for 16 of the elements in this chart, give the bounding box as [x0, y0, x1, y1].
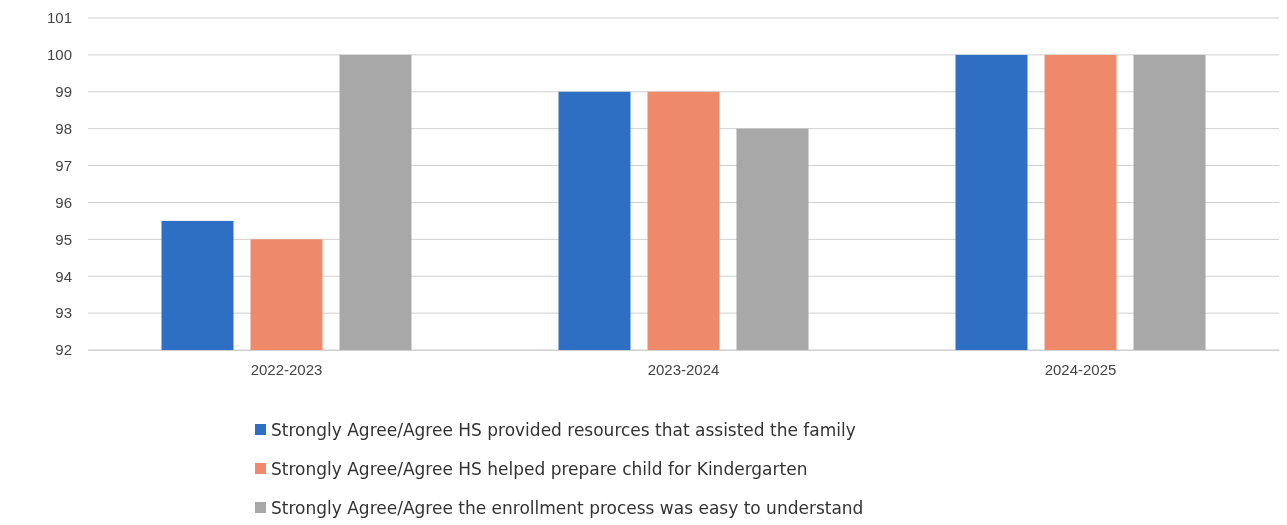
- y-tick-label: 101: [46, 9, 72, 27]
- y-tick-label: 95: [55, 230, 72, 248]
- y-tick-label: 99: [55, 83, 72, 101]
- y-tick-label: 96: [55, 193, 72, 211]
- legend-label: Strongly Agree/Agree HS helped prepare child for Kindergarten: [271, 458, 808, 479]
- y-tick-label: 93: [55, 304, 72, 322]
- y-tick-label: 98: [55, 119, 72, 137]
- x-tick-label: 2022-2023: [250, 360, 323, 378]
- y-tick-label: 92: [55, 341, 72, 359]
- x-tick-label: 2023-2024: [647, 360, 720, 378]
- y-tick-label: 97: [55, 156, 72, 174]
- legend-label: Strongly Agree/Agree HS provided resources that assisted the family: [271, 419, 856, 440]
- x-tick-label: 2024-2025: [1044, 360, 1117, 378]
- legend-label: Strongly Agree/Agree the enrollment process was easy to understand: [271, 497, 864, 518]
- y-tick-label: 100: [46, 46, 72, 64]
- y-tick-label: 94: [55, 267, 72, 285]
